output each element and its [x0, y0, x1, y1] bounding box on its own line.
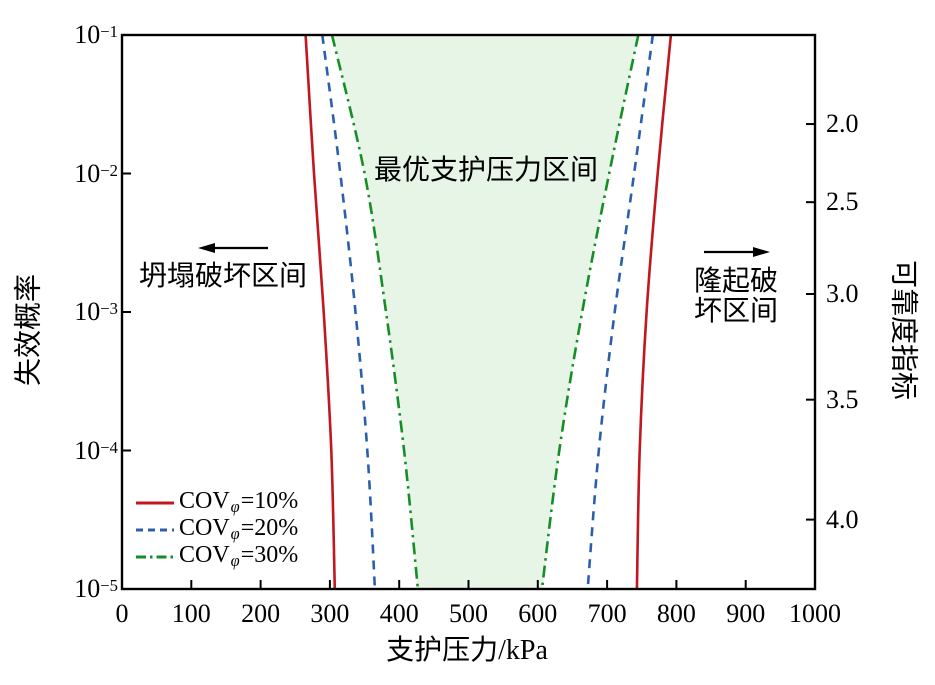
blowout-arrow-head: [753, 247, 770, 257]
collapse-arrow-head: [198, 243, 215, 253]
x-tick-label-300: 300: [310, 599, 350, 628]
x-tick-label-800: 800: [656, 599, 696, 628]
x-tick-label-600: 600: [518, 599, 558, 628]
y-left-tick-label-3: 10−3: [74, 297, 118, 326]
x-tick-label-1000: 1000: [789, 599, 841, 628]
curve-covφ-20--blowout: [586, 34, 655, 590]
optimal-pressure-shaded-region: [332, 35, 639, 589]
legend-label-cov30: COVφ=30%: [179, 542, 299, 570]
y-axis-title-right: 可靠度指标: [887, 259, 919, 401]
legend-item-cov30: COVφ=30%: [136, 542, 299, 570]
annotation-blowout-line1: 隆起破: [693, 266, 779, 297]
y-right-tick-label-3.5: 3.5: [826, 384, 859, 414]
x-axis-title: 支护压力/kPa: [386, 635, 548, 666]
x-tick-label-500: 500: [449, 599, 488, 628]
y-left-tick-label-2: 10−2: [74, 158, 118, 188]
annotation-optimal-zone: 最优支护压力区间: [373, 155, 599, 186]
annotation-blowout-zone: 隆起破 坏区间: [694, 267, 778, 327]
annotation-collapse-zone: 坍塌破坏区间: [138, 261, 308, 292]
y-left-tick-label-5: 10−5: [74, 574, 118, 603]
y-left-tick-label-4: 10−4: [74, 435, 118, 465]
x-tick-label-0: 0: [115, 599, 129, 628]
x-tick-label-400: 400: [379, 599, 419, 628]
y-axis-title-left: 失效概率: [13, 273, 45, 387]
y-right-tick-label-2.0: 2.0: [826, 109, 859, 139]
legend-item-cov10: COVφ=10%: [136, 488, 299, 516]
x-tick-label-700: 700: [587, 599, 627, 628]
legend-line-sample-cov30: [136, 555, 174, 558]
legend-line-sample-cov10: [136, 501, 174, 504]
curve-covφ-30--collapse: [330, 34, 420, 590]
y-right-tick-label-2.5: 2.5: [826, 187, 859, 217]
curve-covφ-20--collapse: [321, 34, 377, 590]
curve-covφ-30--blowout: [540, 34, 640, 590]
legend: COVφ=10% COVφ=20% COVφ=30%: [136, 488, 299, 570]
x-tick-label-900: 900: [726, 599, 766, 628]
legend-line-sample-cov20: [136, 528, 174, 531]
y-left-tick-label-1: 10−1: [74, 20, 118, 49]
x-tick-label-200: 200: [241, 599, 281, 628]
annotation-blowout-line2: 坏区间: [693, 296, 779, 327]
curve-covφ-10--collapse: [304, 34, 337, 590]
legend-label-cov20: COVφ=20%: [179, 515, 299, 543]
x-tick-label-100: 100: [171, 599, 211, 628]
legend-item-cov20: COVφ=20%: [136, 515, 299, 543]
y-right-tick-label-4.0: 4.0: [826, 504, 859, 534]
curve-covφ-10--blowout: [635, 34, 673, 590]
y-right-tick-label-3.0: 3.0: [826, 278, 859, 308]
legend-label-cov10: COVφ=10%: [179, 488, 299, 516]
